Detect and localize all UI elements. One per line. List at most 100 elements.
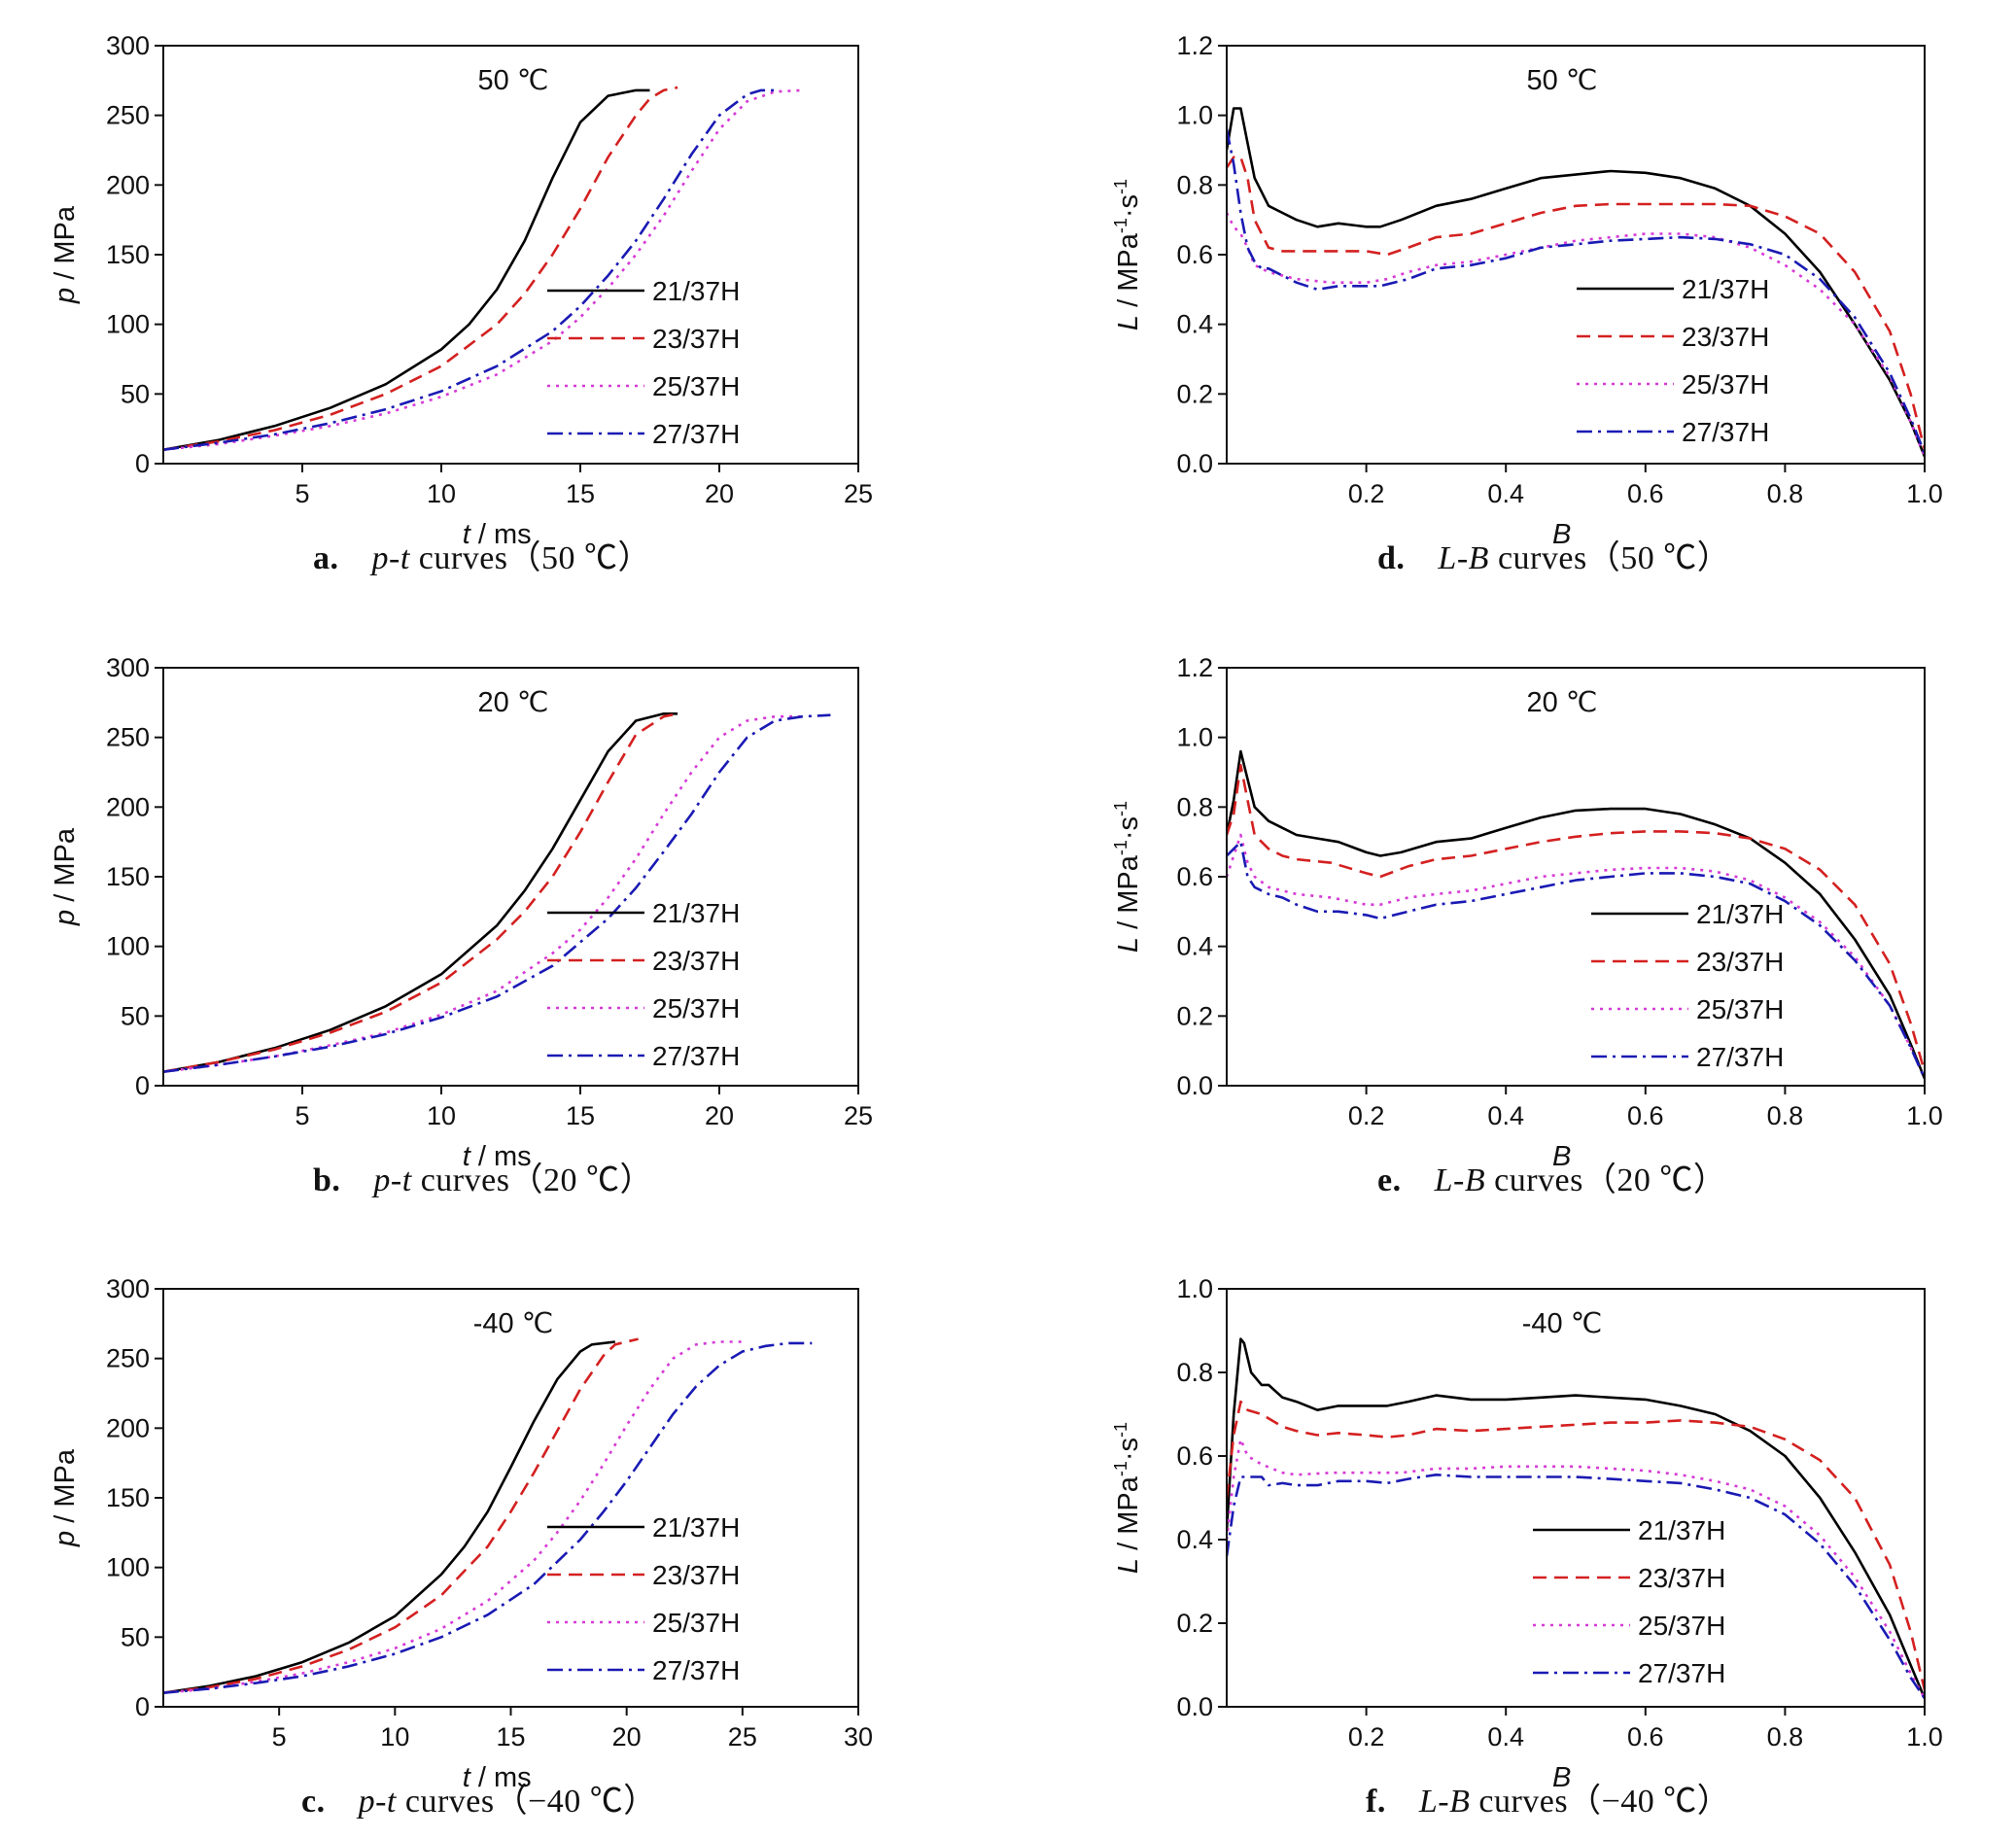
caption-d: d. L-B curves（50 ℃） xyxy=(1377,531,1730,578)
legend-label: 25/37H xyxy=(652,993,740,1023)
legend-label: 25/37H xyxy=(1696,994,1784,1024)
x-tick-label: 10 xyxy=(427,479,456,508)
temperature-annotation: 20 ℃ xyxy=(1527,687,1598,718)
x-tick-label: 5 xyxy=(295,1101,309,1130)
x-tick-label: 1.0 xyxy=(1906,479,1943,508)
y-tick-label: 1.0 xyxy=(1176,723,1213,752)
legend-label: 21/37H xyxy=(652,898,740,928)
y-tick-label: 0.0 xyxy=(1176,1071,1213,1100)
y-tick-label: 0.6 xyxy=(1176,240,1213,269)
chart-panel-e: 0.0 0.2 0.4 0.6 0.8 1.0 1.2 0.2 0.4 0.6 0.8 1.0 B L /… xyxy=(1091,648,1964,1193)
y-tick-label: 0.2 xyxy=(1176,379,1213,408)
caption-condition: （20 ℃） xyxy=(509,1162,653,1198)
y-tick-label: 100 xyxy=(106,310,150,339)
x-tick-label: 0.2 xyxy=(1348,1101,1385,1130)
caption-dash: - xyxy=(1453,1162,1465,1198)
caption-word: curves xyxy=(1485,1162,1583,1198)
y-tick-label: 1.2 xyxy=(1176,31,1213,60)
x-axis-title: B xyxy=(1552,1141,1571,1172)
x-tick-label: 0.6 xyxy=(1627,1722,1664,1751)
series-line-27-37H xyxy=(1227,128,1925,454)
series-line-25-37H xyxy=(1227,1438,1925,1700)
x-tick-label: 10 xyxy=(380,1722,409,1751)
caption-dash: - xyxy=(389,540,400,576)
x-tick-label: 0.4 xyxy=(1487,1722,1524,1751)
chart-panel-d: 0.0 0.2 0.4 0.6 0.8 1.0 1.2 0.2 0.4 0.6 0.8 1.0 B L /… xyxy=(1091,26,1964,571)
caption-var: L xyxy=(1438,540,1457,576)
caption-dash: - xyxy=(375,1784,387,1820)
caption-dash: - xyxy=(390,1162,402,1198)
y-tick-label: 0.4 xyxy=(1176,310,1213,339)
temperature-annotation: 50 ℃ xyxy=(1527,65,1598,96)
legend-label: 25/37H xyxy=(1638,1611,1725,1641)
caption-a: a. p-t curves（50 ℃） xyxy=(313,531,651,578)
series-line-25-37H xyxy=(163,88,803,451)
y-axis-title: p / MPa xyxy=(50,827,81,926)
legend-label: 21/37H xyxy=(652,1512,740,1543)
series-line-21-37H xyxy=(163,1340,615,1694)
plot-frame xyxy=(162,667,859,1087)
legend-label: 21/37H xyxy=(1682,274,1769,304)
series-line-23-37H xyxy=(163,712,678,1073)
legend-label: 25/37H xyxy=(1682,369,1769,399)
x-tick-label: 0.4 xyxy=(1487,479,1524,508)
legend-label: 27/37H xyxy=(652,1041,740,1071)
y-tick-label: 150 xyxy=(106,240,150,269)
series-line-23-37H xyxy=(163,1337,639,1694)
x-tick-label: 1.0 xyxy=(1906,1101,1943,1130)
series-line-21-37H xyxy=(1227,1337,1925,1699)
x-tick-label: 20 xyxy=(705,479,734,508)
caption-var: L xyxy=(1434,1162,1454,1198)
legend-label: 27/37H xyxy=(1696,1042,1784,1072)
x-tick-label: 25 xyxy=(728,1722,757,1751)
y-tick-label: 1.0 xyxy=(1176,1274,1213,1303)
x-tick-label: 1.0 xyxy=(1906,1722,1943,1751)
y-tick-label: 50 xyxy=(121,1001,150,1030)
series-line-25-37H xyxy=(1227,833,1925,1080)
y-tick-label: 250 xyxy=(106,723,150,752)
series-line-23-37H xyxy=(1227,156,1925,451)
legend-label: 23/37H xyxy=(652,946,740,976)
y-tick-label: 300 xyxy=(106,653,150,682)
plot-frame xyxy=(1226,1288,1926,1708)
series-line-23-37H xyxy=(1227,1400,1925,1691)
legend-label: 27/37H xyxy=(1638,1658,1725,1688)
x-axis-title: t / ms xyxy=(463,519,532,550)
series-line-27-37H xyxy=(1227,840,1925,1080)
y-tick-label: 0.0 xyxy=(1176,449,1213,478)
caption-letter: f. xyxy=(1366,1784,1386,1820)
y-tick-label: 150 xyxy=(106,862,150,891)
x-tick-label: 0.6 xyxy=(1627,1101,1664,1130)
series-line-25-37H xyxy=(163,714,803,1073)
x-axis-title: B xyxy=(1552,519,1571,550)
x-tick-label: 25 xyxy=(844,1101,873,1130)
x-tick-label: 10 xyxy=(427,1101,456,1130)
y-axis-title: p / MPa xyxy=(50,205,81,304)
x-tick-label: 0.2 xyxy=(1348,1722,1385,1751)
caption-letter: d. xyxy=(1377,540,1406,576)
legend-label: 25/37H xyxy=(652,371,740,401)
plot-frame xyxy=(1226,45,1926,465)
caption-var: B xyxy=(1468,540,1489,576)
series-line-21-37H xyxy=(1227,107,1925,458)
y-tick-label: 200 xyxy=(106,1413,150,1442)
y-axis-title: p / MPa xyxy=(50,1448,81,1547)
y-tick-label: 0.8 xyxy=(1176,1358,1213,1387)
legend-label: 25/37H xyxy=(652,1608,740,1638)
y-tick-label: 250 xyxy=(106,101,150,130)
temperature-annotation: -40 ℃ xyxy=(1522,1308,1603,1339)
x-tick-label: 20 xyxy=(705,1101,734,1130)
series-line-27-37H xyxy=(163,88,776,451)
y-tick-label: 1.2 xyxy=(1176,653,1213,682)
x-tick-label: 15 xyxy=(566,1101,595,1130)
caption-var: p xyxy=(358,1784,376,1820)
chart-svg-f: 0.0 0.2 0.4 0.6 0.8 1.0 0.2 0.4 0.6 0.8 1.0 B L / MP… xyxy=(1111,1274,1943,1793)
y-tick-label: 0.0 xyxy=(1176,1692,1213,1721)
chart-panel-b: 0 50 100 150 200 250 300 5 10 15 20 25 t / ms p / MPa… xyxy=(27,648,897,1193)
series-line-23-37H xyxy=(163,86,678,451)
caption-letter: a. xyxy=(313,540,339,576)
y-tick-label: 250 xyxy=(106,1344,150,1373)
x-axis-title: t / ms xyxy=(463,1141,532,1172)
y-tick-label: 1.0 xyxy=(1176,101,1213,130)
